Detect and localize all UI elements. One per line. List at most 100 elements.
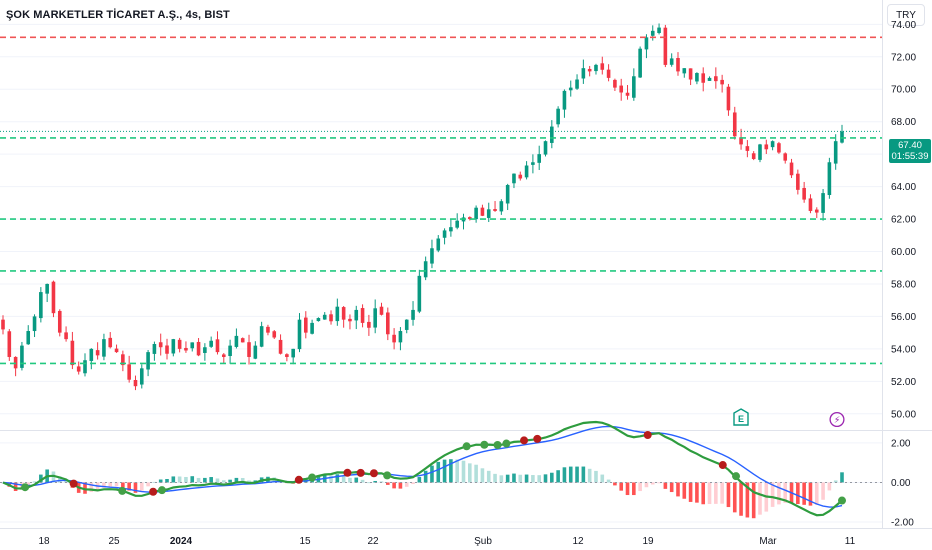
indicator-tick-label: 2.00	[891, 438, 911, 449]
candle-body	[133, 379, 138, 387]
histogram-bar	[442, 459, 447, 483]
candle-body	[310, 322, 314, 334]
histogram-bar	[650, 482, 655, 485]
histogram-bar	[184, 476, 188, 483]
histogram-bar	[777, 482, 781, 505]
candle-body	[814, 209, 819, 213]
histogram-bar	[89, 482, 94, 492]
histogram-bar	[171, 476, 176, 483]
cross-marker	[643, 430, 652, 439]
price-tick-label: 52.00	[891, 377, 916, 388]
histogram-bar	[814, 482, 819, 505]
candle-body	[594, 64, 598, 72]
histogram-bar	[600, 474, 605, 483]
candle-body	[770, 141, 775, 148]
histogram-bar	[474, 464, 478, 483]
candle-body	[827, 162, 832, 196]
currency-button[interactable]: TRY	[887, 4, 925, 26]
candle-body	[739, 137, 743, 145]
histogram-bar	[102, 482, 106, 488]
chart-title: ŞOK MARKETLER TİCARET A.Ş., 4s, BIST	[6, 9, 230, 21]
candle-body	[146, 352, 150, 370]
price-tick-label: 58.00	[891, 279, 916, 290]
candle-body	[272, 331, 277, 338]
candle-body	[379, 306, 384, 315]
histogram-bar	[64, 480, 68, 483]
signal-line	[2, 425, 843, 508]
candle-body	[32, 316, 37, 332]
candle-body	[51, 281, 56, 314]
candle-body	[537, 154, 542, 163]
histogram-bar	[594, 470, 598, 483]
candle-body	[1, 319, 5, 330]
candle-body	[114, 348, 119, 353]
candle-body	[215, 339, 220, 353]
candle-body	[70, 340, 75, 366]
histogram-bar	[127, 482, 131, 491]
histogram-bar	[455, 459, 459, 483]
histogram-bar	[537, 475, 542, 483]
histogram-bar	[83, 482, 87, 494]
price-tick-label: 72.00	[891, 52, 916, 63]
histogram-bar	[398, 482, 403, 489]
histogram-bar	[732, 482, 737, 513]
histogram-bar	[480, 468, 485, 483]
candle-body	[234, 335, 239, 347]
candle-body	[367, 321, 371, 328]
candle-body	[758, 144, 762, 160]
histogram-bar	[335, 474, 340, 483]
candle-body	[550, 126, 554, 143]
candle-body	[676, 57, 680, 72]
histogram-bar	[203, 477, 207, 483]
histogram-bar	[114, 482, 119, 487]
candle-body	[139, 368, 144, 385]
earnings-icon[interactable]: E	[733, 408, 749, 426]
candle-body	[720, 79, 724, 85]
candle-body	[505, 184, 510, 204]
histogram-bar	[13, 482, 18, 491]
candle-body	[57, 310, 62, 333]
histogram-bar	[499, 475, 504, 483]
cross-marker	[838, 496, 846, 505]
candle-body	[524, 165, 529, 178]
candle-body	[802, 187, 806, 200]
candle-body	[518, 174, 523, 179]
histogram-bar	[51, 471, 56, 483]
histogram-bar	[587, 468, 592, 483]
candles	[1, 23, 844, 391]
candle-body	[266, 326, 270, 333]
candle-body	[556, 108, 560, 125]
candle-body	[764, 144, 769, 150]
time-tick-label: 12	[572, 536, 584, 547]
bar-countdown: 01:55:39	[891, 151, 929, 162]
histogram-bar	[682, 482, 687, 499]
histogram-bar	[386, 482, 390, 485]
histogram-bar	[392, 482, 396, 489]
candle-body	[783, 153, 788, 161]
candle-body	[726, 86, 731, 111]
histogram-bar	[676, 482, 680, 497]
histogram-bar	[253, 480, 258, 483]
histogram-bar	[449, 459, 453, 483]
time-tick-label: 25	[108, 536, 120, 547]
candle-body	[348, 318, 352, 322]
candle-body	[663, 27, 668, 65]
price-tick-label: 74.00	[891, 20, 916, 31]
histogram-bar	[196, 477, 201, 483]
candle-body	[253, 345, 258, 359]
histogram-bar	[190, 476, 195, 483]
candle-body	[707, 77, 712, 81]
cross-marker	[462, 442, 471, 451]
candle-body	[732, 112, 737, 137]
histogram-bar	[663, 482, 668, 489]
candle-body	[619, 85, 624, 93]
candle-body	[777, 143, 781, 153]
dividend-icon[interactable]: ⚡	[829, 410, 845, 428]
candle-body	[373, 308, 377, 328]
candle-body	[45, 283, 49, 294]
cross-marker	[493, 441, 502, 450]
histogram-bar	[714, 482, 718, 504]
histogram-bar	[234, 477, 239, 483]
cross-marker	[294, 475, 303, 484]
histogram-bar	[26, 482, 31, 487]
